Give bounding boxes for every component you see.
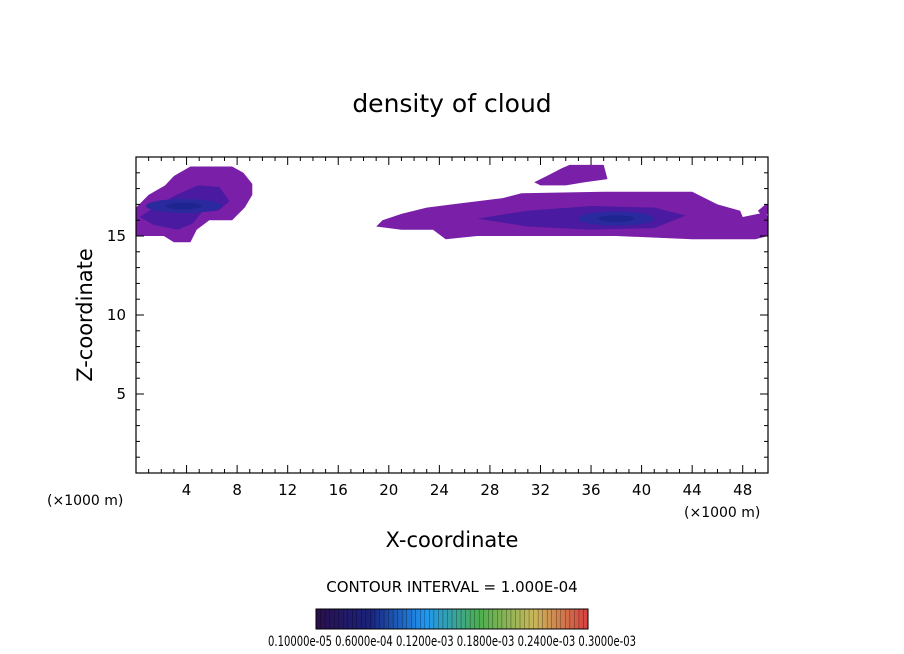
x-tick-labels: 4 8 12 16 20 24 28 32 36 40 44 48 [182,481,752,499]
x-unit-label-right: (×1000 m) [684,505,760,521]
x-tick-label: 24 [430,481,449,499]
chart-title: density of cloud [352,89,551,118]
axis-ticks [136,157,768,473]
contour-interval-text: CONTOUR INTERVAL = 1.000E-04 [326,578,577,596]
x-axis-label: X-coordinate [386,528,519,552]
y-tick-label: 10 [107,306,126,324]
y-tick-labels: 5 10 15 [107,227,126,403]
right-cloud-peak-inner [598,215,635,223]
x-tick-label: 48 [733,481,752,499]
edge-patch-outer [757,204,768,216]
x-tick-label: 40 [632,481,651,499]
x-unit-label-left: (×1000 m) [47,493,123,509]
x-tick-label: 32 [531,481,550,499]
contour-layer [136,164,768,243]
x-tick-label: 44 [683,481,702,499]
x-tick-label: 28 [480,481,499,499]
y-tick-label: 15 [107,227,126,245]
x-tick-label: 20 [379,481,398,499]
x-tick-label: 4 [182,481,192,499]
x-tick-label: 36 [581,481,600,499]
upper-patch-outer [534,164,608,186]
x-tick-label: 16 [329,481,348,499]
colorbar-labels: 0.10000e-05 0.6000e-04 0.1200e-03 0.1800… [268,634,636,650]
left-cloud-peak-inner [166,202,203,210]
x-tick-label: 8 [232,481,242,499]
x-tick-label: 12 [278,481,297,499]
colorbar-ticks [320,609,584,629]
y-tick-label: 5 [116,385,126,403]
y-axis-label: Z-coordinate [73,248,97,382]
